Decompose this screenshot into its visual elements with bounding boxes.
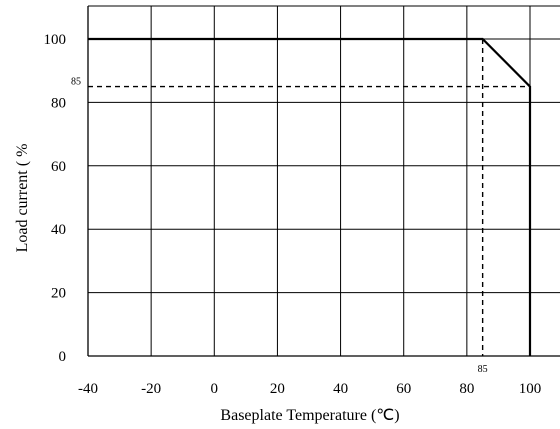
x-tick-label: -20 [141, 381, 161, 397]
x-tick-labels: -40 -20 0 20 40 60 80 100 [78, 381, 541, 397]
x-tick-label: -40 [78, 381, 98, 397]
x-tick-label: 20 [270, 381, 285, 397]
y-tick-label: 40 [51, 222, 66, 238]
derating-curve [88, 37, 532, 356]
annotation-y-85: 85 [71, 77, 81, 88]
y-tick-label: 80 [51, 95, 66, 111]
x-tick-label: 80 [459, 381, 474, 397]
x-axis-label: Baseplate Temperature (℃) [220, 407, 399, 424]
x-tick-label: 0 [211, 381, 219, 397]
series-group [88, 37, 532, 356]
y-tick-label: 60 [51, 159, 66, 175]
reference-lines [88, 39, 530, 356]
y-axis-label: Load current ( % [14, 144, 31, 253]
plot-frame [87, 5, 560, 357]
annotations: 85 85 [71, 77, 488, 375]
y-tick-labels: 0 20 40 60 80 100 [44, 32, 67, 365]
grid [87, 6, 560, 357]
x-tick-label: 100 [519, 381, 542, 397]
annotation-x-85: 85 [478, 364, 488, 375]
y-tick-label: 0 [59, 349, 67, 365]
x-tick-label: 60 [396, 381, 411, 397]
y-tick-label: 100 [44, 32, 67, 48]
x-tick-label: 40 [333, 381, 348, 397]
y-tick-label: 20 [51, 286, 66, 302]
